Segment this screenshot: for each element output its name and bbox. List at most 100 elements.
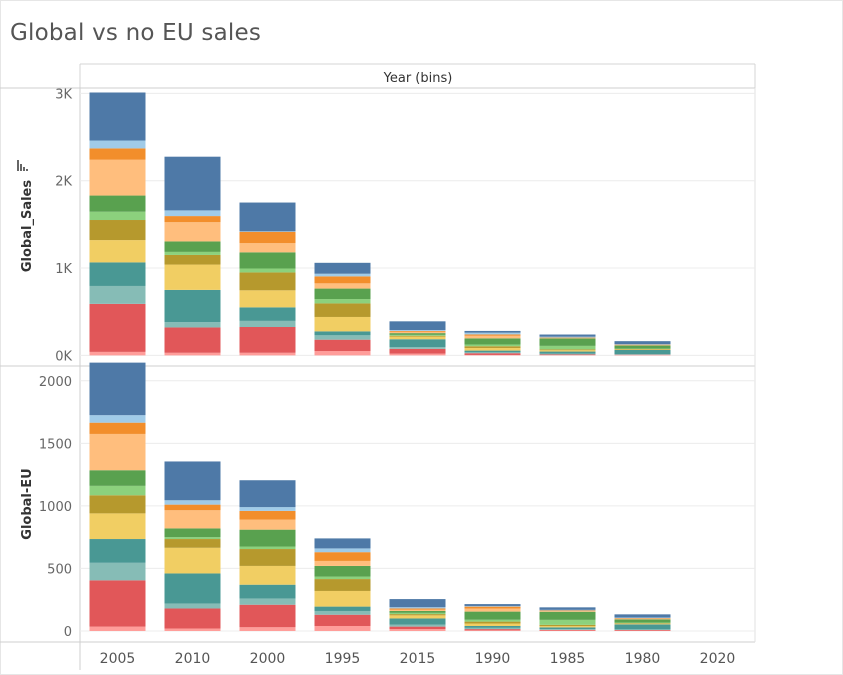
bar-segment[interactable]: [539, 336, 596, 338]
bar-segment[interactable]: [164, 222, 221, 242]
bar-segment[interactable]: [239, 480, 296, 508]
bar-segment[interactable]: [89, 92, 146, 141]
bar-segment[interactable]: [389, 321, 446, 331]
bar-segment[interactable]: [164, 573, 221, 604]
bar-segment[interactable]: [389, 612, 446, 615]
bar-segment[interactable]: [89, 485, 146, 496]
bar-segment[interactable]: [539, 338, 596, 346]
bar-segment[interactable]: [89, 495, 146, 514]
bar-segment[interactable]: [164, 241, 221, 252]
bar-segment[interactable]: [464, 608, 521, 612]
bar-segment[interactable]: [164, 603, 221, 609]
bar-segment[interactable]: [314, 262, 371, 274]
bar-segment[interactable]: [164, 264, 221, 290]
bar-segment[interactable]: [239, 290, 296, 308]
bar-segment[interactable]: [164, 251, 221, 255]
bar-segment[interactable]: [389, 348, 446, 354]
bar-segment[interactable]: [464, 619, 521, 622]
bar-segment[interactable]: [464, 606, 521, 609]
bar-segment[interactable]: [89, 195, 146, 212]
bar-segment[interactable]: [239, 529, 296, 547]
bar-segment[interactable]: [314, 283, 371, 289]
bar-segment[interactable]: [539, 611, 596, 612]
bar-segment[interactable]: [314, 606, 371, 611]
bar-segment[interactable]: [239, 584, 296, 599]
bar-segment[interactable]: [614, 618, 671, 620]
bar-segment[interactable]: [89, 351, 146, 356]
bar-segment[interactable]: [239, 320, 296, 328]
bar-segment[interactable]: [539, 624, 596, 627]
bar-segment[interactable]: [89, 415, 146, 423]
bar-segment[interactable]: [539, 619, 596, 625]
bar-segment[interactable]: [464, 346, 521, 348]
bar-segment[interactable]: [239, 272, 296, 291]
bar-segment[interactable]: [164, 500, 221, 505]
bar-segment[interactable]: [314, 579, 371, 591]
bar-segment[interactable]: [614, 349, 671, 355]
bar-segment[interactable]: [389, 347, 446, 349]
bar-segment[interactable]: [89, 285, 146, 304]
bar-segment[interactable]: [464, 627, 521, 630]
bar-segment[interactable]: [539, 349, 596, 351]
bar-segment[interactable]: [164, 327, 221, 353]
bar-segment[interactable]: [614, 624, 671, 630]
bar-segment[interactable]: [164, 216, 221, 223]
bar-segment[interactable]: [464, 330, 521, 333]
bar-segment[interactable]: [389, 624, 446, 627]
bar-segment[interactable]: [539, 354, 596, 356]
bar-segment[interactable]: [89, 580, 146, 627]
bar-segment[interactable]: [314, 299, 371, 304]
bar-segment[interactable]: [314, 331, 371, 336]
bar-segment[interactable]: [239, 546, 296, 550]
bar-segment[interactable]: [539, 334, 596, 337]
bar-segment[interactable]: [164, 210, 221, 217]
bar-segment[interactable]: [89, 240, 146, 263]
bar-segment[interactable]: [164, 254, 221, 265]
bar-segment[interactable]: [314, 576, 371, 580]
bar-segment[interactable]: [164, 537, 221, 540]
bar-segment[interactable]: [89, 140, 146, 149]
bar-segment[interactable]: [239, 510, 296, 520]
bar-segment[interactable]: [89, 562, 146, 581]
bar-segment[interactable]: [464, 338, 521, 345]
bar-segment[interactable]: [89, 148, 146, 160]
bar-segment[interactable]: [89, 626, 146, 631]
bar-segment[interactable]: [614, 622, 671, 624]
bar-segment[interactable]: [314, 590, 371, 607]
bar-segment[interactable]: [614, 341, 671, 345]
bar-segment[interactable]: [164, 539, 221, 548]
bar-segment[interactable]: [464, 604, 521, 606]
bar-segment[interactable]: [539, 345, 596, 350]
bar-segment[interactable]: [389, 599, 446, 608]
bar-segment[interactable]: [539, 627, 596, 630]
bar-segment[interactable]: [464, 630, 521, 631]
bar-segment[interactable]: [464, 623, 521, 626]
bar-segment[interactable]: [539, 611, 596, 620]
bar-segment[interactable]: [389, 610, 446, 613]
bar-segment[interactable]: [314, 560, 371, 566]
bar-segment[interactable]: [464, 352, 521, 354]
bar-segment[interactable]: [164, 608, 221, 629]
bar-segment[interactable]: [539, 350, 596, 352]
bar-segment[interactable]: [164, 628, 221, 631]
bar-segment[interactable]: [389, 330, 446, 332]
bar-segment[interactable]: [464, 621, 521, 624]
bar-segment[interactable]: [314, 276, 371, 284]
bar-segment[interactable]: [164, 510, 221, 529]
bar-segment[interactable]: [539, 629, 596, 631]
bar-segment[interactable]: [314, 625, 371, 631]
bar-segment[interactable]: [239, 565, 296, 585]
bar-segment[interactable]: [239, 549, 296, 566]
bar-segment[interactable]: [389, 615, 446, 619]
bar-segment[interactable]: [239, 519, 296, 530]
bar-segment[interactable]: [389, 614, 446, 616]
bar-segment[interactable]: [539, 351, 596, 354]
bar-segment[interactable]: [314, 339, 371, 352]
bar-segment[interactable]: [389, 609, 446, 611]
bar-segment[interactable]: [614, 345, 671, 349]
bar-segment[interactable]: [314, 552, 371, 561]
bar-segment[interactable]: [164, 289, 221, 323]
bar-segment[interactable]: [464, 629, 521, 631]
bar-segment[interactable]: [239, 202, 296, 232]
bar-segment[interactable]: [314, 565, 371, 577]
